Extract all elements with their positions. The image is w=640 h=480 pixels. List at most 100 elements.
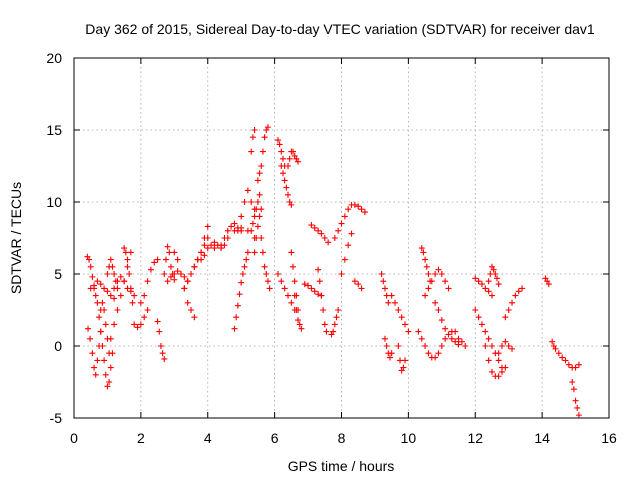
data-point [87,335,94,342]
data-point [288,201,295,208]
data-point [572,364,579,371]
data-point [502,364,509,371]
data-point [188,271,195,277]
data-point [107,335,114,342]
data-point [495,373,502,380]
data-point [455,341,462,348]
data-point [137,321,144,328]
data-point [485,335,492,342]
data-point [295,317,302,324]
data-point [166,249,173,256]
data-point [452,328,459,335]
data-point [397,357,404,364]
series-track-51 [472,275,495,299]
data-point [472,275,479,282]
data-point [204,223,211,230]
data-point [181,285,188,292]
data-point [315,227,322,234]
data-point [134,324,141,331]
data-point [383,292,390,299]
data-point [420,249,427,256]
data-point [442,325,449,332]
data-point [154,256,161,263]
data-point [288,299,295,306]
data-point [285,163,291,169]
data-point [137,299,144,306]
data-point [266,285,273,292]
data-point [106,379,113,385]
data-point [258,206,265,213]
data-point [515,288,522,295]
series-track-57 [542,275,552,288]
data-point [101,285,108,292]
y-tick-label-1: 0 [54,338,62,354]
series-track-26 [254,124,271,184]
data-point [94,299,101,306]
data-point [311,224,318,231]
data-point [493,275,500,282]
data-point [224,227,231,234]
series-track-29 [278,163,295,208]
data-point [545,281,552,288]
data-point [254,177,261,184]
data-point [351,278,358,285]
series-track-10 [131,307,151,331]
data-point [325,239,332,246]
data-point [164,278,171,285]
series-track-18 [198,239,228,263]
x-tick-label-3: 6 [271,430,279,446]
series-track-43 [381,335,395,361]
data-point [211,239,218,246]
series-track-41 [338,230,355,277]
data-point [445,285,452,292]
data-point [201,252,208,259]
data-point [425,285,432,292]
data-point [475,314,482,321]
data-point [405,328,412,335]
data-point [432,271,439,277]
data-point [398,314,405,321]
y-tick-label-3: 10 [46,194,62,210]
data-point [472,307,479,313]
data-point [96,314,103,321]
data-point [378,271,385,277]
x-tick-label-8: 16 [601,430,617,446]
data-point [156,328,163,335]
data-point [345,242,352,249]
series-track-59 [555,350,582,371]
data-point [574,404,581,411]
data-point [94,278,101,285]
data-point [435,350,442,357]
data-point [448,335,455,342]
series-track-53 [482,343,509,380]
data-point [85,325,92,332]
series-track-16 [181,235,211,292]
data-point [157,343,164,349]
data-point [204,245,211,252]
data-point [258,163,265,169]
data-point [383,343,390,349]
data-point [285,191,291,198]
data-point [358,285,365,292]
data-point [238,279,245,286]
data-point [386,354,393,361]
series-track-34 [301,281,325,299]
data-point [438,317,445,324]
data-point [488,343,495,349]
series-track-05 [96,299,113,357]
data-point [485,278,492,285]
data-point [488,292,495,299]
data-point [385,299,392,306]
data-point [438,271,445,277]
series-track-28 [274,137,288,169]
series-track-19 [211,224,258,252]
data-point [91,364,98,371]
data-point [445,331,452,338]
data-point [499,343,505,349]
data-point [99,299,106,306]
data-point [435,266,442,273]
data-point [341,213,348,220]
series-track-60 [569,379,582,419]
data-point [290,263,297,270]
series-track-12 [154,318,168,362]
